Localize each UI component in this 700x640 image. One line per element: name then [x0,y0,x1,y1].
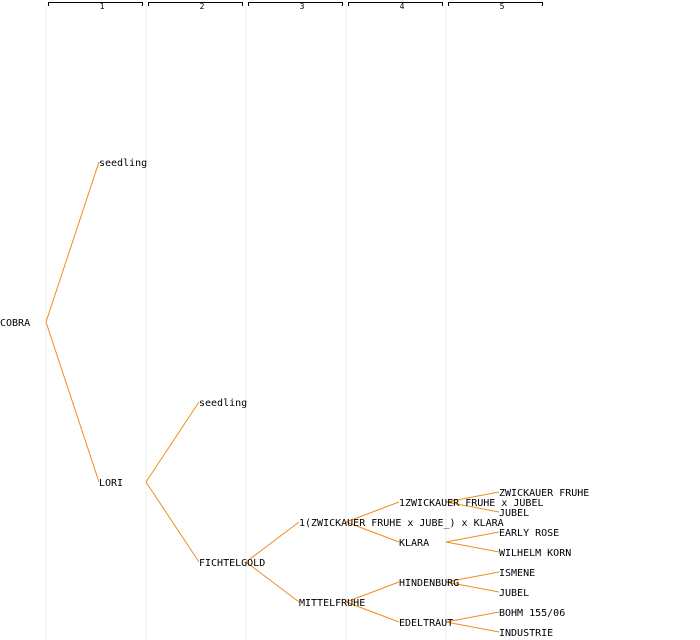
edge-fichtelgold-cross [245,521,300,563]
node-gen2-top: seedling [199,398,247,409]
edge-klara-early-rose [445,531,500,543]
node-gen5-g: BOHM 155/06 [499,608,565,619]
node-gen5-b: JUBEL [499,508,529,519]
edge-lori-seedling [145,401,200,483]
node-gen1-top: seedling [99,158,147,169]
generation-bracket-4 [348,2,443,6]
node-gen5-e: ISMENE [499,568,535,579]
node-gen5-h: INDUSTRIE [499,628,553,639]
generation-bracket-3 [248,2,343,6]
edge-klara-wilhelm-korn [445,541,500,553]
node-gen5-f: JUBEL [499,588,529,599]
generation-label-3: 3 [300,2,305,11]
generation-label-4: 4 [400,2,405,11]
edge-cross-zwickauer-cross [345,501,400,523]
edge-cobra-lori [45,321,100,483]
edge-hindenburg-jubel [445,581,500,593]
generation-bracket-1 [48,2,143,6]
edge-cross-klara [345,521,400,543]
edge-mittelfruhe-edeltraut [345,601,400,623]
edge-cobra-seedling [45,161,100,323]
node-gen2-bottom: FICHTELGOLD [199,558,265,569]
edge-fichtelgold-mittelfruhe [245,561,300,603]
node-gen5-a: ZWICKAUER FRUHE [499,488,589,499]
node-gen5-c: EARLY ROSE [499,528,559,539]
generation-bracket-5 [448,2,543,6]
node-gen4-a: 1ZWICKAUER FRUHE x JUBEL [399,498,544,509]
edge-edeltraut-bohm [445,611,500,623]
edge-hindenburg-ismene [445,571,500,583]
edge-zwickauer-cross-zwickauer [445,491,500,503]
edge-lori-fichtelgold [145,481,200,563]
node-gen1-bottom: LORI [99,478,123,489]
generation-guides [45,6,447,640]
pedigree-nodes: COBRA seedling LORI seedling FICHTELGOLD… [0,158,589,639]
node-gen4-d: EDELTRAUT [399,618,453,629]
node-gen4-c: HINDENBURG [399,578,459,589]
generation-headers: 1 2 3 4 5 [48,2,543,11]
node-gen4-b: KLARA [399,538,429,549]
edge-edeltraut-industrie [445,621,500,633]
node-gen3-bottom: MITTELFRUHE [299,598,365,609]
pedigree-edges [45,161,500,633]
node-root: COBRA [0,318,30,329]
generation-bracket-2 [148,2,243,6]
node-gen5-d: WILHELM KORN [499,548,571,559]
generation-label-5: 5 [500,2,505,11]
edge-mittelfruhe-hindenburg [345,581,400,603]
node-gen3-top: 1(ZWICKAUER FRUHE x JUBE_) x KLARA [299,518,504,529]
generation-label-1: 1 [100,2,105,11]
generation-label-2: 2 [200,2,205,11]
edge-zwickauer-cross-jubel [445,501,500,513]
